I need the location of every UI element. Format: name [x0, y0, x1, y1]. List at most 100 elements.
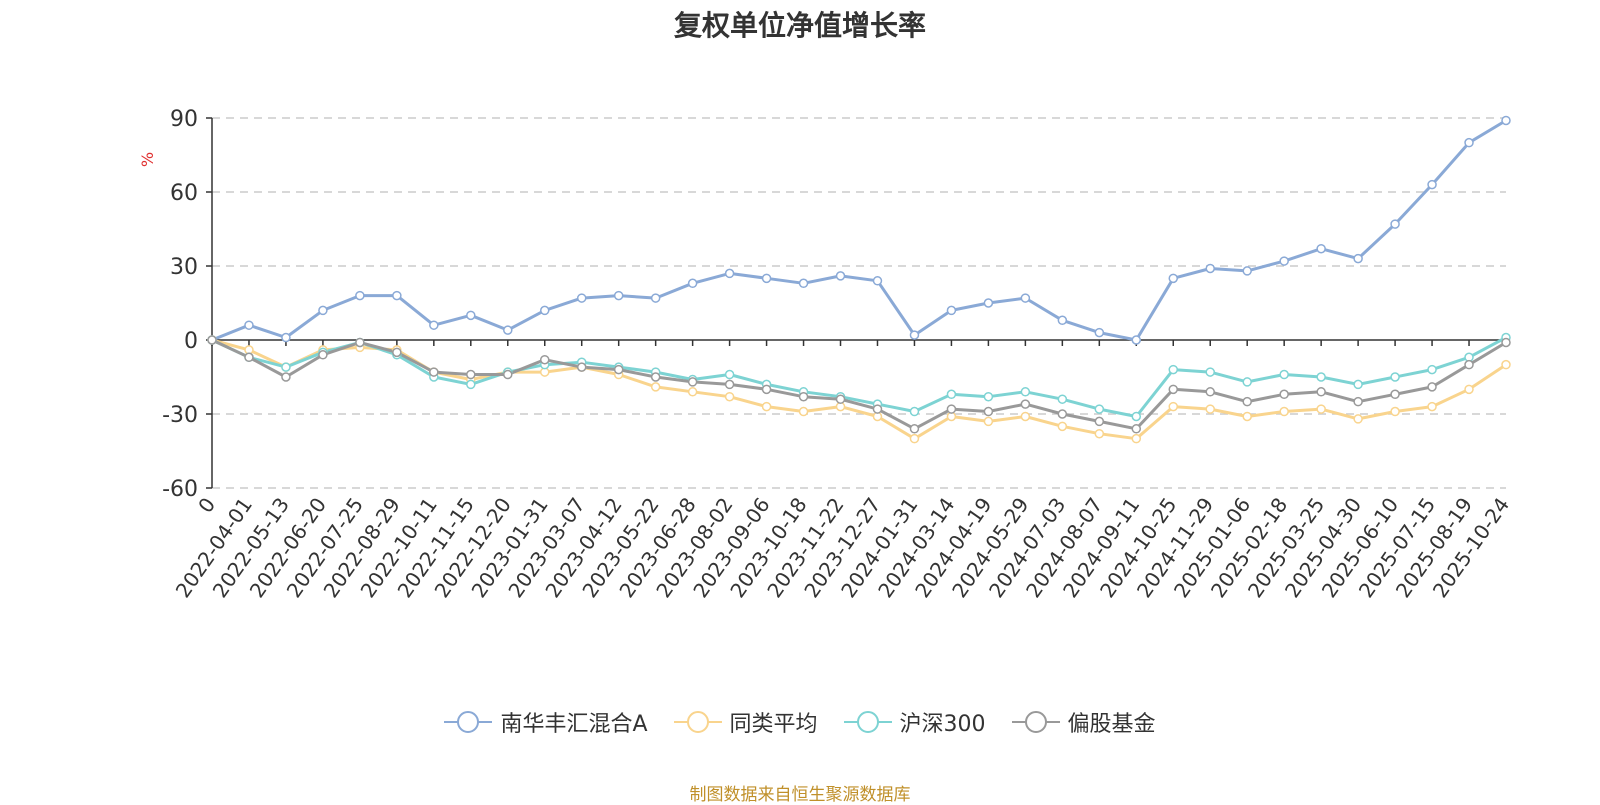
y-tick-label: 60	[170, 181, 198, 206]
data-point	[724, 379, 735, 390]
data-point	[539, 305, 550, 316]
data-point	[1427, 401, 1437, 412]
data-point	[1353, 379, 1363, 390]
data-point	[1131, 433, 1142, 444]
grid-lines	[212, 117, 1506, 489]
data-point	[1390, 389, 1400, 400]
y-tick-label: -60	[162, 477, 198, 502]
data-point	[909, 433, 920, 444]
data-point	[1427, 382, 1437, 392]
legend-swatch-icon	[444, 711, 493, 733]
data-point	[983, 406, 994, 417]
data-point	[1353, 396, 1363, 407]
data-point	[1205, 263, 1215, 274]
data-point	[798, 278, 809, 289]
data-point	[1168, 364, 1179, 375]
data-point	[1205, 404, 1215, 414]
legend-item[interactable]: 沪深300	[843, 706, 986, 738]
data-point	[761, 384, 772, 395]
data-point	[1205, 367, 1215, 377]
data-point	[1057, 409, 1068, 419]
legend-swatch-marker	[686, 711, 709, 733]
data-point	[1279, 369, 1289, 380]
data-point	[1316, 387, 1326, 397]
data-point	[650, 372, 661, 382]
legend-swatch-marker	[856, 711, 879, 733]
data-point	[613, 290, 624, 301]
data-point	[1131, 411, 1142, 422]
data-point	[946, 389, 957, 400]
data-point	[724, 391, 735, 402]
data-point	[1353, 253, 1363, 264]
series-line-0	[211, 119, 1507, 342]
data-point	[835, 394, 846, 404]
data-point	[1242, 377, 1252, 387]
data-point	[1131, 424, 1142, 434]
data-point	[1501, 115, 1511, 126]
data-point	[761, 401, 772, 412]
legend-swatch-marker	[1024, 711, 1047, 733]
data-point	[1316, 243, 1326, 254]
data-point	[1242, 396, 1252, 407]
data-point	[909, 406, 920, 417]
data-point	[281, 332, 291, 343]
data-point	[1168, 401, 1179, 412]
line-chart: 9060300-30-6002022-04-012022-05-132022-0…	[162, 107, 1514, 602]
legend: 南华丰汇混合A 同类平均 沪深300 偏股基金	[0, 706, 1600, 738]
legend-item[interactable]: 偏股基金	[1011, 706, 1156, 738]
data-point	[761, 273, 772, 284]
data-point	[539, 354, 550, 365]
data-point	[650, 293, 661, 303]
data-point	[503, 325, 513, 335]
data-point	[687, 377, 698, 387]
data-point	[1131, 335, 1142, 345]
data-point	[576, 362, 587, 372]
data-point	[1094, 404, 1105, 414]
data-point	[872, 404, 883, 414]
data-point	[1427, 179, 1437, 190]
legend-item[interactable]: 同类平均	[673, 706, 818, 738]
data-point	[1057, 421, 1068, 432]
data-point	[724, 268, 735, 279]
y-tick-label: 90	[170, 107, 198, 132]
data-point	[1353, 414, 1363, 424]
series-line-1	[211, 338, 1507, 441]
y-tick-label: 0	[184, 329, 198, 354]
data-point	[946, 305, 957, 316]
data-point	[1242, 411, 1252, 422]
y-tick-label: 30	[170, 255, 198, 280]
legend-item[interactable]: 南华丰汇混合A	[444, 706, 648, 738]
data-point	[392, 347, 402, 358]
source-note: 制图数据来自恒生聚源数据库	[689, 785, 911, 805]
data-point	[318, 350, 328, 360]
chart-title: 复权单位净值增长率	[673, 9, 926, 42]
data-point	[946, 404, 957, 414]
data-point	[1501, 359, 1511, 370]
data-point	[1020, 387, 1031, 397]
data-point	[1316, 372, 1326, 382]
data-point	[1094, 428, 1105, 439]
data-point	[1168, 273, 1179, 284]
data-point	[1020, 399, 1031, 409]
legend-swatch-icon	[843, 711, 892, 733]
data-point	[1279, 256, 1289, 266]
data-point	[798, 391, 809, 402]
data-point	[1464, 384, 1474, 395]
data-point	[1057, 394, 1068, 404]
data-point	[466, 379, 476, 390]
data-point	[1094, 416, 1105, 427]
data-point	[1020, 411, 1031, 422]
data-point	[1501, 337, 1511, 348]
axes: 9060300-30-6002022-04-012022-05-132022-0…	[162, 107, 1514, 602]
data-point	[1390, 406, 1400, 417]
data-point	[872, 276, 883, 286]
series-lines	[211, 119, 1507, 441]
data-point	[1242, 266, 1252, 276]
data-point	[798, 406, 809, 417]
legend-swatch-icon	[1011, 711, 1060, 733]
data-point	[909, 424, 920, 434]
data-point	[244, 320, 254, 330]
series-line-2	[211, 336, 1507, 418]
data-point	[909, 330, 920, 340]
data-point	[355, 290, 365, 301]
